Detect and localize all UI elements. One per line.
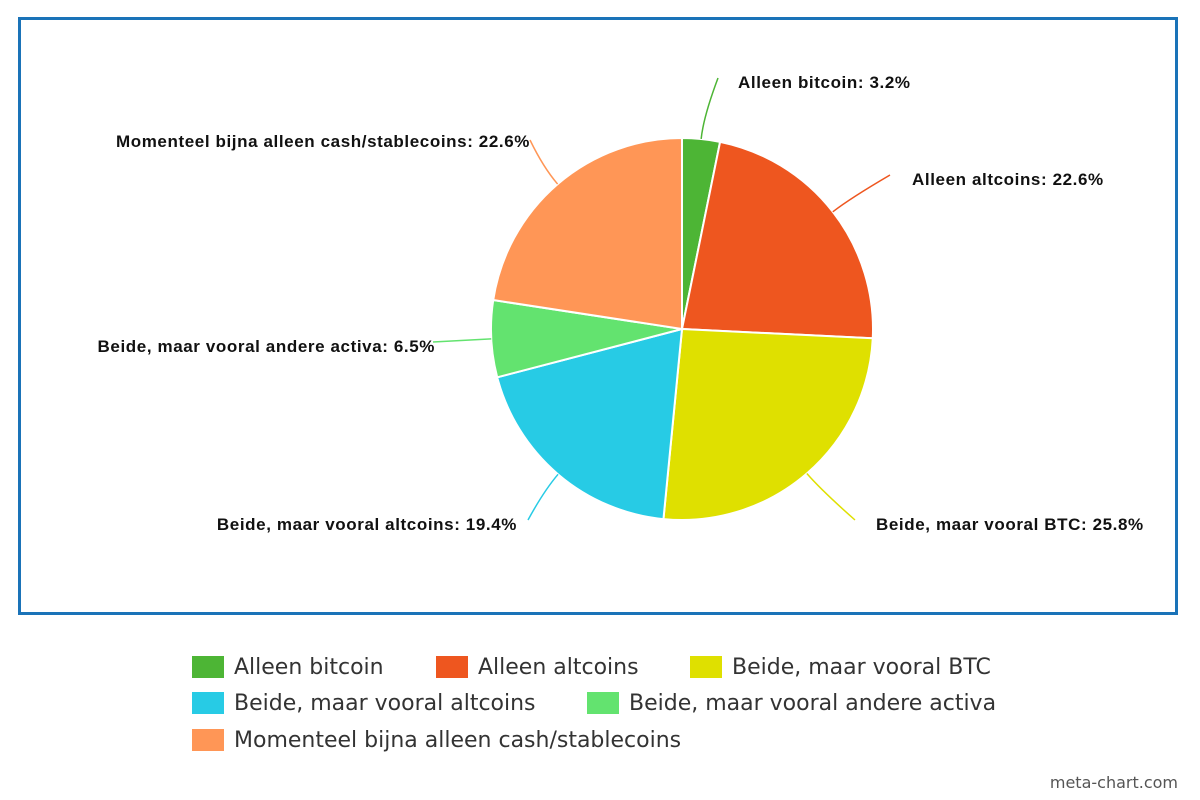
pie-slice-alleen-altcoins (680, 140, 874, 340)
data-label-beide-andere: Beide, maar vooral andere activa: 6.5% (98, 337, 435, 356)
data-label-beide-btc: Beide, maar vooral BTC: 25.8% (876, 515, 1144, 534)
data-label-beide-altcoins: Beide, maar vooral altcoins: 19.4% (217, 515, 517, 534)
watermark: meta-chart.com (1049, 773, 1178, 792)
leader-line-beide-andere (432, 338, 492, 343)
data-label-cash-stablecoins: Momenteel bijna alleen cash/stablecoins:… (116, 132, 530, 151)
leader-line-beide-altcoins (527, 473, 559, 521)
pie-slice-beide-altcoins (495, 327, 684, 521)
leader-line-alleen-bitcoin (700, 77, 719, 140)
pie-leader-lines (432, 77, 891, 521)
pie-slice-beide-btc (662, 327, 874, 521)
leader-line-cash-stablecoins (529, 139, 559, 185)
pie-slice-cash-stablecoins (492, 136, 683, 331)
pie-data-labels: Alleen bitcoin: 3.2% Alleen altcoins: 22… (98, 73, 1144, 534)
leader-line-beide-btc (806, 473, 856, 521)
leader-line-alleen-altcoins (832, 174, 891, 213)
pie-slices (490, 136, 874, 521)
data-label-alleen-altcoins: Alleen altcoins: 22.6% (912, 170, 1104, 189)
data-label-alleen-bitcoin: Alleen bitcoin: 3.2% (738, 73, 911, 92)
chart-frame (18, 17, 1178, 615)
